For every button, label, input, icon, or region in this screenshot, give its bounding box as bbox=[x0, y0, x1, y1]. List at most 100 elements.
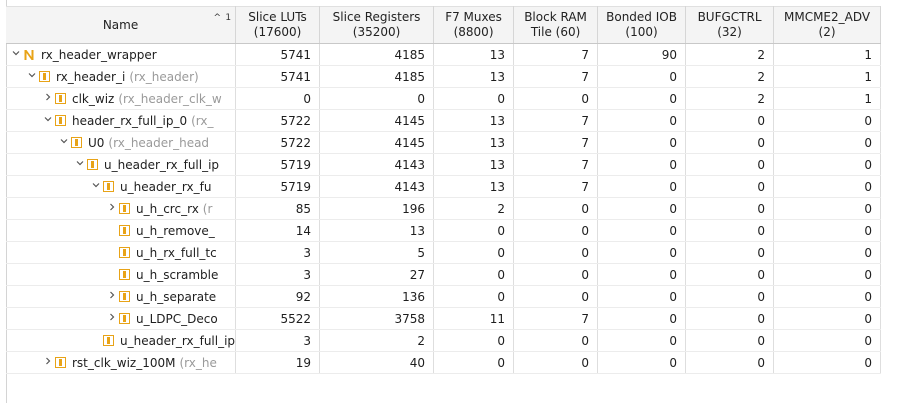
table-row[interactable]: u_header_rx_full_ip 3 2 0 0 0 0 0 bbox=[6, 329, 882, 352]
slice-luts-cell: 3 bbox=[235, 263, 321, 286]
slice-registers-cell: 136 bbox=[319, 285, 435, 308]
table-row[interactable]: u_h_separate 92 136 0 0 0 0 0 bbox=[6, 285, 882, 308]
name-cell[interactable]: clk_wiz (rx_header_clk_w bbox=[6, 87, 237, 110]
name-cell[interactable]: u_LDPC_Deco bbox=[6, 307, 237, 330]
block-ram-tile-cell: 7 bbox=[513, 65, 599, 88]
sort-ascending-icon: ^ bbox=[213, 13, 222, 23]
block-ram-tile-cell: 7 bbox=[513, 43, 599, 66]
module-type: (rx_header_head bbox=[108, 135, 210, 150]
name-cell[interactable]: u_h_separate bbox=[6, 285, 237, 308]
table-row[interactable]: rx_header_i (rx_header) 5741 4185 13 7 0 2 1 bbox=[6, 65, 882, 88]
instance-name: u_h_scramble bbox=[136, 267, 219, 282]
name-cell[interactable]: u_h_crc_rx (r bbox=[6, 197, 237, 220]
table-row[interactable]: header_rx_full_ip_0 (rx_ 5722 4145 13 7 0 0 0 bbox=[6, 109, 882, 132]
table-row[interactable]: u_header_rx_fu 5719 4143 13 7 0 0 0 bbox=[6, 175, 882, 198]
module-icon bbox=[103, 181, 114, 192]
slice-registers-cell: 0 bbox=[319, 87, 435, 110]
column-header-bonded-iob[interactable]: Bonded IOB (100) bbox=[597, 6, 687, 44]
module-icon bbox=[119, 247, 130, 258]
block-ram-tile-cell: 7 bbox=[513, 109, 599, 132]
chevron-down-icon[interactable] bbox=[25, 70, 39, 83]
slice-luts-cell: 5722 bbox=[235, 109, 321, 132]
f7-muxes-cell: 13 bbox=[433, 109, 515, 132]
name-cell[interactable]: rst_clk_wiz_100M (rx_he bbox=[6, 351, 237, 374]
slice-luts-cell: 85 bbox=[235, 197, 321, 220]
table-row[interactable]: u_h_rx_full_tc 3 5 0 0 0 0 0 bbox=[6, 241, 882, 264]
table-row[interactable]: u_h_crc_rx (r 85 196 2 0 0 0 0 bbox=[6, 197, 882, 220]
name-cell[interactable]: u_header_rx_full_ip bbox=[6, 329, 237, 352]
bonded-iob-cell: 0 bbox=[597, 153, 687, 176]
table-row[interactable]: u_h_scramble 3 27 0 0 0 0 0 bbox=[6, 263, 882, 286]
name-cell[interactable]: u_h_rx_full_tc bbox=[6, 241, 237, 264]
bufgctrl-cell: 2 bbox=[685, 43, 775, 66]
chevron-down-icon[interactable] bbox=[89, 180, 103, 193]
table-row[interactable]: u_LDPC_Deco 5522 3758 11 7 0 0 0 bbox=[6, 307, 882, 330]
chevron-right-icon[interactable] bbox=[105, 202, 119, 215]
module-type: (rx_header) bbox=[129, 69, 199, 84]
f7-muxes-cell: 11 bbox=[433, 307, 515, 330]
chevron-right-icon[interactable] bbox=[105, 312, 119, 325]
chevron-down-icon[interactable] bbox=[73, 158, 87, 171]
column-header-name[interactable]: Name ^ 1 bbox=[6, 6, 237, 44]
chevron-down-icon[interactable] bbox=[41, 114, 55, 127]
chevron-right-icon[interactable] bbox=[41, 356, 55, 369]
column-header-f7-muxes[interactable]: F7 Muxes (8800) bbox=[433, 6, 515, 44]
instance-name: u_header_rx_fu bbox=[120, 179, 212, 194]
f7-muxes-cell: 0 bbox=[433, 87, 515, 110]
f7-muxes-cell: 0 bbox=[433, 241, 515, 264]
chevron-down-icon[interactable] bbox=[57, 136, 71, 149]
module-icon bbox=[39, 71, 50, 82]
column-header-mmcme2-adv[interactable]: MMCME2_ADV (2) bbox=[773, 6, 882, 44]
chevron-right-icon[interactable] bbox=[105, 290, 119, 303]
block-ram-tile-cell: 0 bbox=[513, 87, 599, 110]
instance-name: u_h_crc_rx bbox=[136, 201, 199, 216]
bonded-iob-cell: 0 bbox=[597, 131, 687, 154]
bonded-iob-cell: 0 bbox=[597, 87, 687, 110]
slice-registers-cell: 2 bbox=[319, 329, 435, 352]
mmcme2-adv-cell: 0 bbox=[773, 241, 882, 264]
mmcme2-adv-cell: 0 bbox=[773, 153, 882, 176]
name-cell[interactable]: U0 (rx_header_head bbox=[6, 131, 237, 154]
slice-registers-cell: 4143 bbox=[319, 175, 435, 198]
column-header-bufgctrl[interactable]: BUFGCTRL (32) bbox=[685, 6, 775, 44]
name-cell[interactable]: rx_header_i (rx_header) bbox=[6, 65, 237, 88]
table-row[interactable]: u_header_rx_full_ip 5719 4143 13 7 0 0 0 bbox=[6, 153, 882, 176]
column-header-slice-registers[interactable]: Slice Registers (35200) bbox=[319, 6, 435, 44]
module-icon bbox=[119, 313, 130, 324]
table-row[interactable]: U0 (rx_header_head 5722 4145 13 7 0 0 0 bbox=[6, 131, 882, 154]
block-ram-tile-cell: 0 bbox=[513, 329, 599, 352]
table-row[interactable]: rst_clk_wiz_100M (rx_he 19 40 0 0 0 0 0 bbox=[6, 351, 882, 374]
mmcme2-adv-cell: 0 bbox=[773, 109, 882, 132]
module-icon bbox=[55, 115, 66, 126]
instance-name: U0 bbox=[88, 135, 105, 150]
mmcme2-adv-cell: 0 bbox=[773, 329, 882, 352]
chevron-right-icon[interactable] bbox=[41, 92, 55, 105]
block-ram-tile-cell: 7 bbox=[513, 175, 599, 198]
chevron-down-icon[interactable] bbox=[9, 48, 23, 61]
f7-muxes-cell: 0 bbox=[433, 351, 515, 374]
table-row[interactable]: clk_wiz (rx_header_clk_w 0 0 0 0 0 2 1 bbox=[6, 87, 882, 110]
table-row[interactable]: u_h_remove_ 14 13 0 0 0 0 0 bbox=[6, 219, 882, 242]
name-cell[interactable]: rx_header_wrapper bbox=[6, 43, 237, 66]
f7-muxes-cell: 13 bbox=[433, 131, 515, 154]
column-header-block-ram-tile[interactable]: Block RAM Tile (60) bbox=[513, 6, 599, 44]
name-cell[interactable]: u_h_remove_ bbox=[6, 219, 237, 242]
instance-name: u_h_rx_full_tc bbox=[136, 245, 217, 260]
slice-registers-cell: 27 bbox=[319, 263, 435, 286]
name-cell[interactable]: u_header_rx_full_ip bbox=[6, 153, 237, 176]
slice-luts-cell: 3 bbox=[235, 329, 321, 352]
column-header-slice-luts[interactable]: Slice LUTs (17600) bbox=[235, 6, 321, 44]
module-icon bbox=[119, 269, 130, 280]
bufgctrl-cell: 0 bbox=[685, 131, 775, 154]
table-row[interactable]: rx_header_wrapper 5741 4185 13 7 90 2 1 bbox=[6, 43, 882, 66]
slice-luts-cell: 0 bbox=[235, 87, 321, 110]
bonded-iob-cell: 0 bbox=[597, 329, 687, 352]
name-cell[interactable]: u_header_rx_fu bbox=[6, 175, 237, 198]
name-cell[interactable]: header_rx_full_ip_0 (rx_ bbox=[6, 109, 237, 132]
name-cell[interactable]: u_h_scramble bbox=[6, 263, 237, 286]
mmcme2-adv-cell: 0 bbox=[773, 219, 882, 242]
instance-name: rx_header_i bbox=[56, 69, 126, 84]
slice-luts-cell: 5722 bbox=[235, 131, 321, 154]
slice-registers-cell: 13 bbox=[319, 219, 435, 242]
